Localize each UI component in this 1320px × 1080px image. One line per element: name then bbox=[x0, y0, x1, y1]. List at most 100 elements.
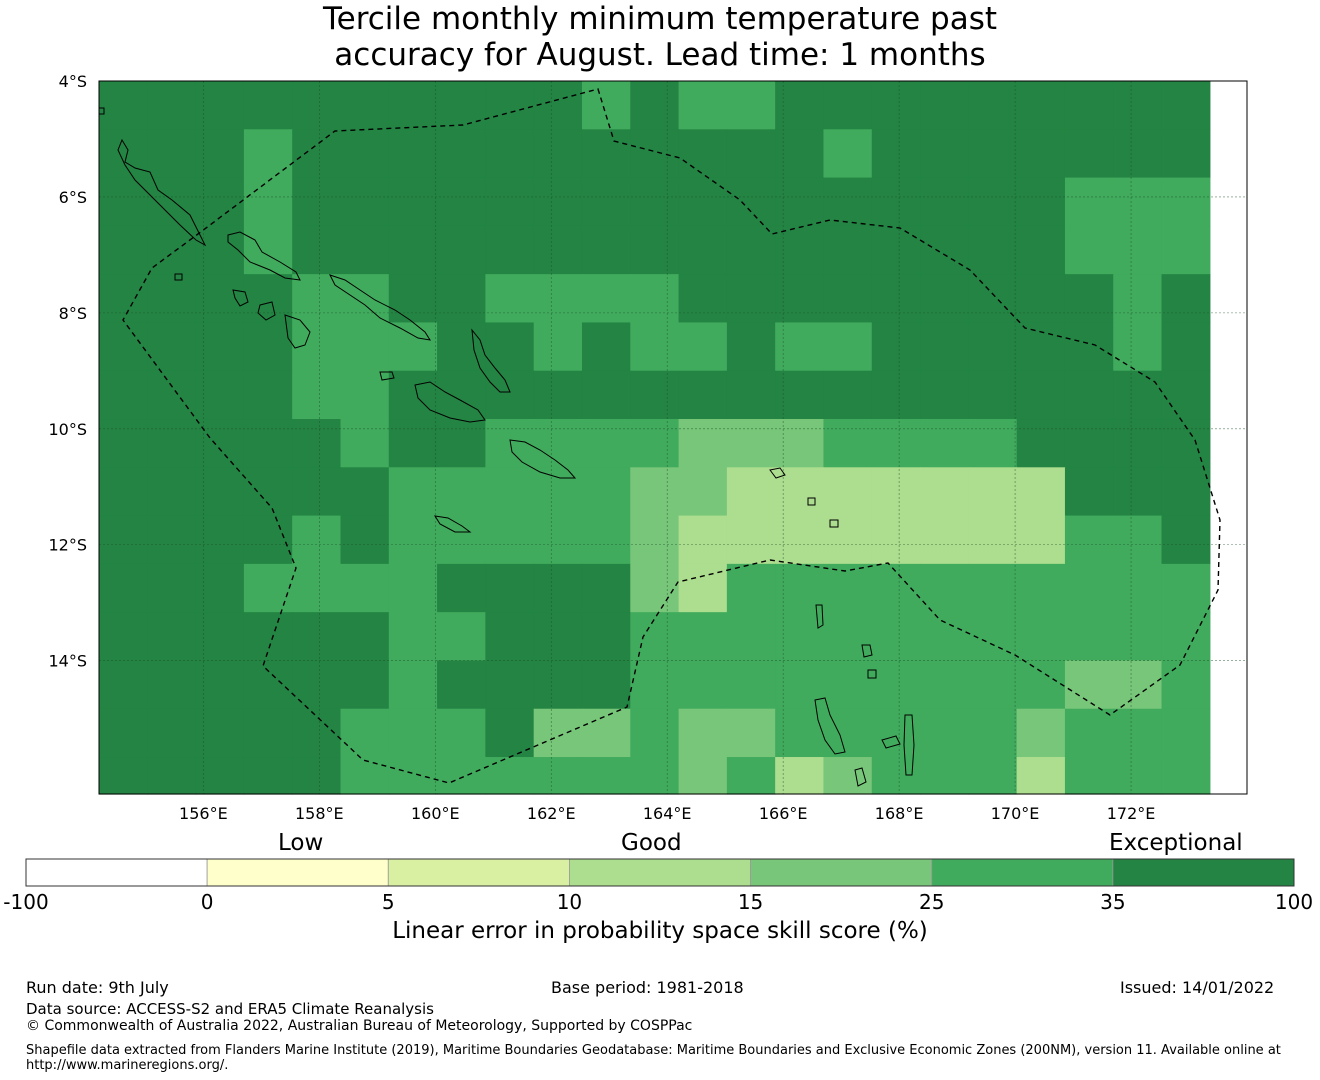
skill-cell bbox=[147, 129, 197, 179]
longitude-label: 160°E bbox=[411, 804, 460, 823]
skill-cell bbox=[99, 660, 148, 710]
skill-cell bbox=[388, 419, 438, 468]
island-outline bbox=[174, 273, 183, 281]
skill-cell bbox=[340, 322, 390, 372]
skill-cell bbox=[968, 322, 1018, 372]
eez-boundary bbox=[122, 88, 1221, 784]
island-outline bbox=[329, 274, 432, 341]
skill-cell bbox=[1113, 81, 1163, 130]
skill-cell bbox=[195, 322, 245, 372]
skill-cell bbox=[581, 81, 631, 130]
skill-cell bbox=[437, 177, 486, 227]
skill-cell bbox=[775, 419, 825, 468]
skill-cell bbox=[533, 467, 583, 517]
skill-cell bbox=[581, 515, 631, 565]
skill-cell bbox=[630, 370, 680, 420]
skill-cell bbox=[1113, 370, 1163, 420]
skill-cell bbox=[630, 225, 680, 275]
skill-cell bbox=[871, 370, 921, 420]
colorbar-frame bbox=[25, 858, 1295, 887]
skill-cell bbox=[920, 612, 969, 662]
skill-cell bbox=[485, 419, 535, 468]
skill-cell bbox=[581, 757, 631, 795]
skill-cell bbox=[678, 322, 728, 372]
skill-cell bbox=[823, 419, 873, 468]
skill-cell bbox=[195, 612, 245, 662]
skill-cell bbox=[195, 370, 245, 420]
skill-cell bbox=[1113, 757, 1163, 795]
skill-cell bbox=[340, 177, 390, 227]
skill-cell bbox=[243, 81, 293, 130]
skill-cell bbox=[195, 274, 245, 324]
skill-cell bbox=[1161, 708, 1211, 758]
colorbar-swatch bbox=[1112, 858, 1295, 887]
skill-cell bbox=[533, 370, 583, 420]
skill-cell bbox=[581, 708, 631, 758]
skill-cell bbox=[388, 177, 438, 227]
skill-cell bbox=[437, 467, 486, 517]
island-outline bbox=[433, 515, 472, 533]
skill-cell bbox=[533, 322, 583, 372]
skill-cell bbox=[823, 81, 873, 130]
skill-cell bbox=[630, 660, 680, 710]
skill-cell bbox=[195, 467, 245, 517]
skill-cell bbox=[243, 129, 293, 179]
island-outline bbox=[471, 328, 511, 393]
skill-cell bbox=[726, 322, 776, 372]
skill-cell bbox=[726, 708, 776, 758]
skill-cell bbox=[871, 467, 921, 517]
skill-cell bbox=[99, 370, 148, 420]
skill-cell bbox=[388, 515, 438, 565]
latitude-label: 8°S bbox=[59, 304, 87, 323]
skill-cell bbox=[968, 708, 1018, 758]
skill-cell bbox=[243, 177, 293, 227]
latitude-label: 4°S bbox=[59, 72, 87, 91]
skill-cell bbox=[968, 370, 1018, 420]
skill-cell bbox=[99, 177, 148, 227]
skill-cell bbox=[99, 515, 148, 565]
skill-cell bbox=[775, 81, 825, 130]
skill-cell bbox=[340, 81, 390, 130]
skill-cell bbox=[243, 563, 293, 613]
skill-cell bbox=[726, 129, 776, 179]
skill-cell bbox=[1113, 563, 1163, 613]
skill-cell bbox=[871, 225, 921, 275]
longitude-label: 164°E bbox=[643, 804, 692, 823]
island-outline bbox=[257, 301, 276, 321]
colorbar-swatch bbox=[569, 858, 751, 887]
skill-cell bbox=[678, 81, 728, 130]
skill-cell bbox=[968, 467, 1018, 517]
skill-cell bbox=[1113, 274, 1163, 324]
skill-cell bbox=[920, 322, 969, 372]
skill-cell bbox=[340, 419, 390, 468]
skill-cell bbox=[581, 467, 631, 517]
issued-date: Issued: 14/01/2022 bbox=[1120, 978, 1275, 997]
skill-cell bbox=[292, 370, 342, 420]
skill-cell bbox=[1064, 563, 1114, 613]
skill-cell bbox=[485, 612, 535, 662]
skill-cell bbox=[920, 708, 969, 758]
longitude-labels: 156°E 158°E 160°E 162°E 164°E 166°E 168°E 170°E… bbox=[179, 804, 1155, 823]
skill-cell bbox=[1161, 467, 1211, 517]
skill-cell bbox=[340, 129, 390, 179]
skill-cell bbox=[485, 274, 535, 324]
skill-cell bbox=[243, 708, 293, 758]
skill-cell bbox=[1113, 515, 1163, 565]
island-outline bbox=[861, 644, 873, 658]
skill-cell bbox=[1016, 708, 1066, 758]
skill-cell bbox=[388, 660, 438, 710]
skill-cell bbox=[437, 225, 486, 275]
skill-cell bbox=[1113, 322, 1163, 372]
island-outline bbox=[414, 381, 486, 423]
skill-cell bbox=[726, 81, 776, 130]
skill-cell bbox=[437, 612, 486, 662]
skill-cell bbox=[1064, 370, 1114, 420]
skill-cell bbox=[1161, 81, 1211, 130]
run-date: Run date: 9th July bbox=[26, 978, 169, 997]
skill-cell bbox=[775, 322, 825, 372]
skill-cell bbox=[1161, 225, 1211, 275]
skill-cell bbox=[920, 370, 969, 420]
skill-cell bbox=[485, 757, 535, 795]
colorbar-swatch bbox=[25, 858, 208, 887]
category-low-label: Low bbox=[278, 830, 324, 856]
